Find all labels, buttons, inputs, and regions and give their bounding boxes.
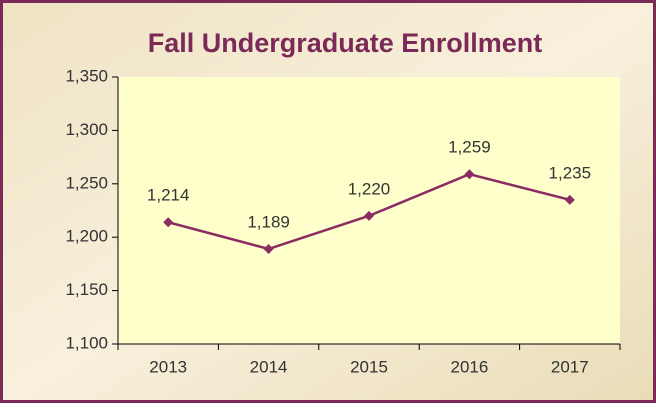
marker	[364, 210, 374, 221]
chart-title: Fall Undergraduate Enrollment	[148, 28, 543, 58]
x-tick-label: 2014	[250, 357, 288, 376]
x-tick-label: 2013	[149, 357, 187, 376]
data-label: 1,235	[549, 163, 592, 182]
marker	[464, 169, 475, 180]
data-label: 1,214	[147, 186, 190, 205]
y-tick-label: 1,200	[65, 227, 108, 246]
y-tick-label: 1,150	[65, 280, 108, 299]
y-tick-label: 1,250	[65, 173, 108, 192]
marker	[163, 217, 174, 228]
x-tick-label: 2015	[350, 357, 388, 376]
marker	[263, 243, 274, 254]
plot-area	[118, 77, 620, 344]
data-label: 1,220	[348, 179, 391, 198]
x-tick-label: 2017	[551, 357, 589, 376]
data-label: 1,259	[448, 138, 491, 157]
y-tick-label: 1,100	[65, 333, 108, 352]
marker	[564, 194, 575, 205]
y-tick-label: 1,300	[65, 120, 108, 139]
data-label: 1,189	[247, 212, 290, 231]
y-tick-label: 1,350	[65, 66, 108, 85]
x-tick-label: 2016	[450, 357, 488, 376]
